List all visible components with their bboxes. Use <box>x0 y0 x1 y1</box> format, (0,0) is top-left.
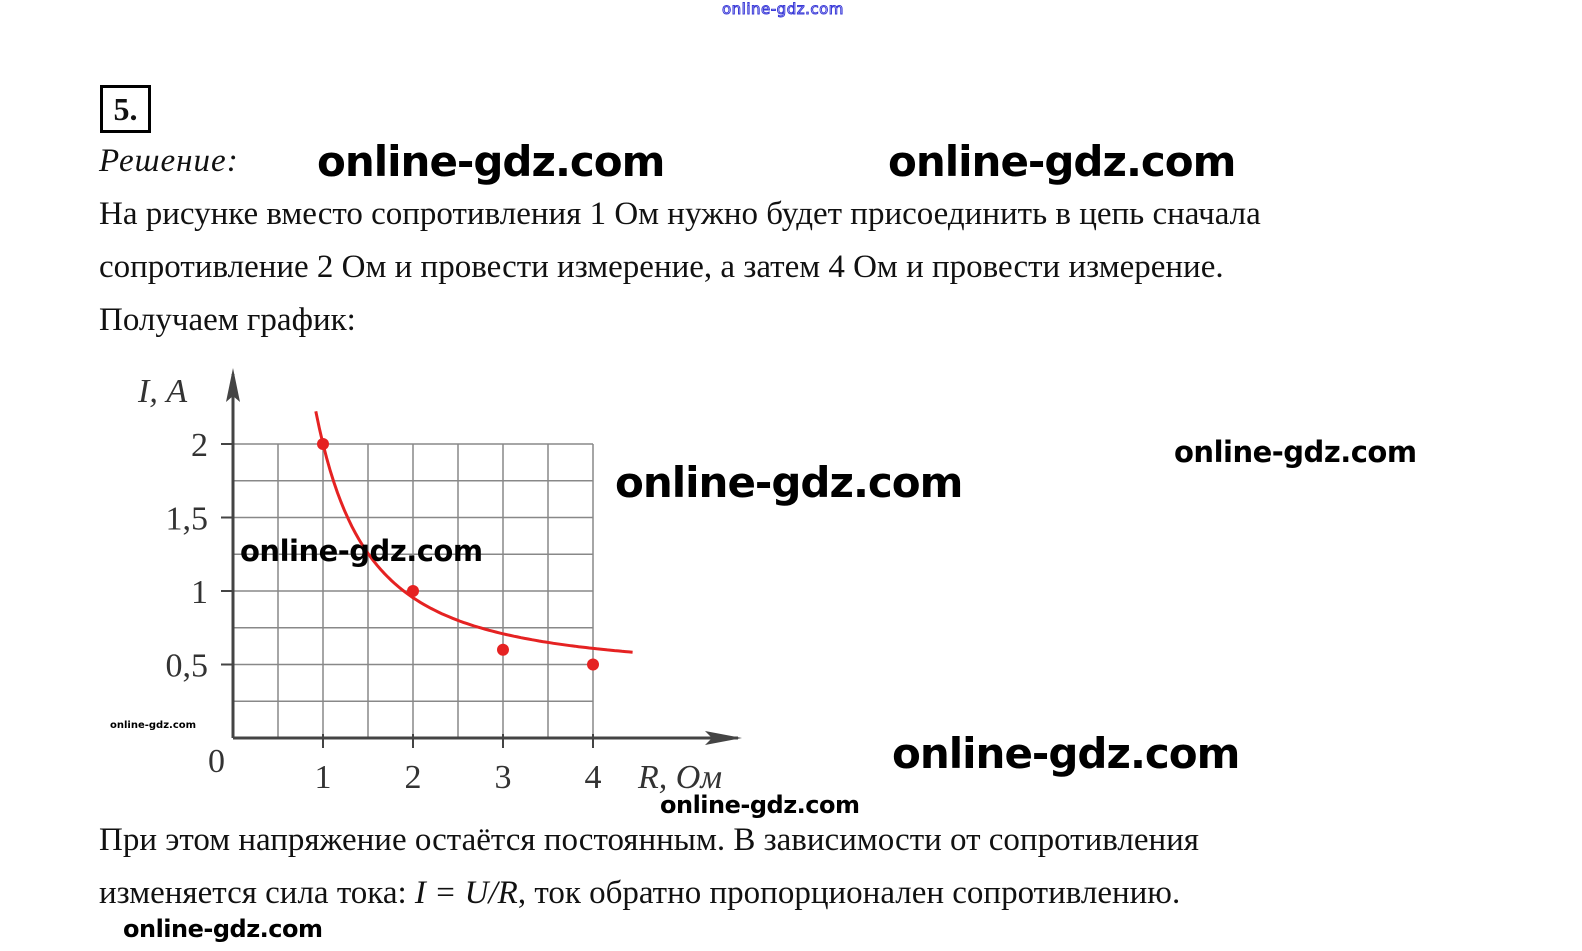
paragraph-line: Получаем график: <box>99 302 356 338</box>
y-axis-arrow <box>226 368 240 402</box>
x-axis-arrow <box>705 731 742 745</box>
x-tick-label: 1 <box>315 759 332 796</box>
watermark: online-gdz.com <box>110 720 197 731</box>
y-axis-label: I, А <box>137 373 187 410</box>
watermark: online-gdz.com <box>892 729 1240 778</box>
formula: I = U/R <box>414 875 518 911</box>
text: изменяется сила тока: <box>99 875 415 911</box>
x-axis-label: R, Ом <box>637 759 722 796</box>
chart-axes <box>226 368 742 745</box>
y-tick-label: 1 <box>191 574 208 611</box>
x-tick-label: 3 <box>495 759 512 796</box>
paragraph-line: сопротивление 2 Ом и провести измерение,… <box>99 249 1224 285</box>
header-watermark: online-gdz.com <box>722 0 844 19</box>
x-tick-label: 4 <box>585 759 602 796</box>
x-tick-label: 2 <box>405 759 422 796</box>
watermark: online-gdz.com <box>240 534 483 568</box>
solution-label: Решение: <box>99 143 239 179</box>
watermark: online-gdz.com <box>317 137 665 186</box>
origin-label: 0 <box>208 743 225 780</box>
y-tick-label: 2 <box>191 427 208 464</box>
y-tick-label: 0,5 <box>166 648 209 685</box>
y-tick-label: 1,5 <box>166 501 209 538</box>
chart-grid <box>233 443 594 738</box>
watermark: online-gdz.com <box>660 791 860 819</box>
data-point <box>587 658 599 671</box>
paragraph-line: На рисунке вместо сопротивления 1 Ом нуж… <box>99 196 1261 232</box>
task-number: 5. <box>100 85 151 133</box>
data-point <box>317 438 329 450</box>
paragraph-line: изменяется сила тока: I = U/R, ток обрат… <box>99 875 1180 912</box>
data-curve <box>314 410 633 654</box>
watermark: online-gdz.com <box>615 458 963 507</box>
data-point <box>497 643 509 656</box>
watermark: online-gdz.com <box>888 137 1236 186</box>
data-point <box>407 585 419 597</box>
paragraph-line: При этом напряжение остаётся постоянным.… <box>99 822 1199 858</box>
text: , ток обратно пропорционален сопротивлен… <box>517 875 1181 911</box>
watermark: online-gdz.com <box>123 915 323 943</box>
watermark: online-gdz.com <box>1174 435 1417 469</box>
